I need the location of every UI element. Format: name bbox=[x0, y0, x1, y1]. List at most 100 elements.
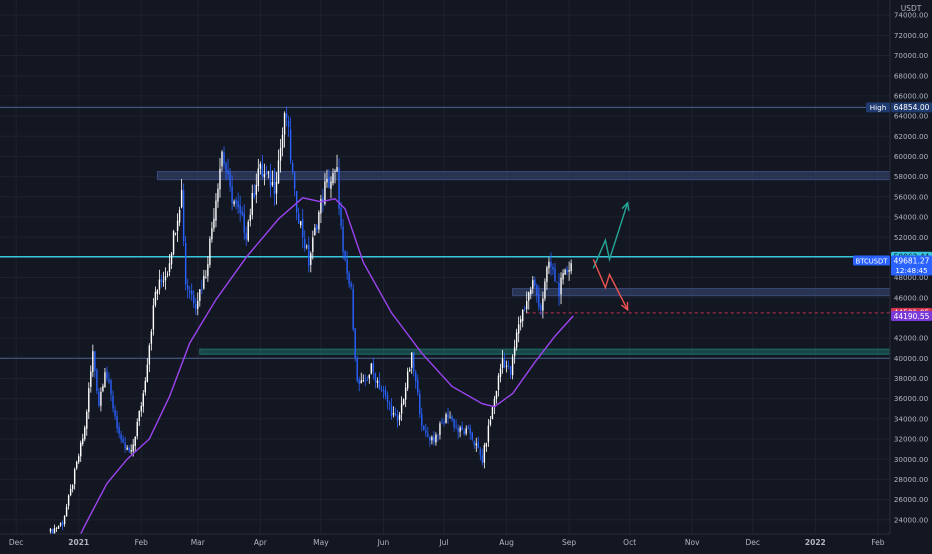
candle[interactable] bbox=[394, 407, 397, 417]
candle[interactable] bbox=[158, 269, 161, 295]
candle[interactable] bbox=[162, 271, 165, 287]
candle[interactable] bbox=[259, 161, 262, 175]
candle[interactable] bbox=[485, 442, 488, 452]
candle[interactable] bbox=[548, 257, 550, 274]
candle[interactable] bbox=[273, 168, 276, 206]
candle[interactable] bbox=[437, 434, 439, 442]
candle[interactable] bbox=[322, 188, 324, 212]
candle[interactable] bbox=[562, 269, 564, 285]
candle[interactable] bbox=[279, 139, 282, 173]
candle[interactable] bbox=[150, 328, 153, 351]
candle[interactable] bbox=[461, 421, 463, 431]
candle[interactable] bbox=[289, 117, 292, 165]
candle[interactable] bbox=[102, 383, 104, 393]
candle[interactable] bbox=[96, 368, 98, 395]
candle[interactable] bbox=[219, 158, 221, 198]
candle[interactable] bbox=[346, 251, 348, 281]
candle[interactable] bbox=[447, 407, 449, 424]
candle[interactable] bbox=[477, 436, 480, 449]
candle[interactable] bbox=[390, 398, 393, 420]
candle[interactable] bbox=[118, 422, 120, 438]
candle[interactable] bbox=[499, 363, 502, 383]
candle[interactable] bbox=[88, 382, 90, 420]
ma-44190-label[interactable]: 44190.55 bbox=[891, 310, 932, 321]
candle[interactable] bbox=[316, 224, 318, 234]
candle[interactable] bbox=[80, 440, 82, 462]
candle[interactable] bbox=[57, 525, 60, 530]
candle[interactable] bbox=[566, 266, 568, 276]
candle[interactable] bbox=[75, 460, 78, 470]
candle[interactable] bbox=[408, 367, 411, 372]
candle[interactable] bbox=[570, 259, 572, 275]
candle[interactable] bbox=[261, 154, 264, 180]
candle[interactable] bbox=[110, 378, 112, 402]
bullish-projection-arrow[interactable] bbox=[592, 201, 630, 269]
candle[interactable] bbox=[423, 425, 425, 431]
candle[interactable] bbox=[116, 410, 118, 433]
candle[interactable] bbox=[388, 400, 391, 411]
candle[interactable] bbox=[564, 268, 566, 276]
candle[interactable] bbox=[505, 360, 508, 373]
candle[interactable] bbox=[199, 289, 201, 307]
candle[interactable] bbox=[530, 286, 532, 300]
candle[interactable] bbox=[439, 421, 441, 440]
candle[interactable] bbox=[421, 407, 423, 432]
candle[interactable] bbox=[182, 183, 185, 247]
candle[interactable] bbox=[239, 195, 241, 222]
candle[interactable] bbox=[308, 236, 310, 273]
candle[interactable] bbox=[203, 269, 205, 290]
candle[interactable] bbox=[297, 207, 300, 224]
candle[interactable] bbox=[445, 412, 447, 424]
candle[interactable] bbox=[429, 436, 431, 447]
candle[interactable] bbox=[360, 372, 362, 384]
candle[interactable] bbox=[404, 382, 407, 408]
candle[interactable] bbox=[358, 376, 360, 392]
candle[interactable] bbox=[299, 220, 302, 229]
candle[interactable] bbox=[556, 281, 558, 283]
candle[interactable] bbox=[526, 291, 528, 314]
candle[interactable] bbox=[449, 411, 451, 419]
candle[interactable] bbox=[378, 372, 381, 390]
candle[interactable] bbox=[148, 343, 151, 373]
candle[interactable] bbox=[221, 150, 223, 172]
candle[interactable] bbox=[275, 172, 278, 205]
support-zone-46600[interactable] bbox=[512, 288, 891, 297]
candle[interactable] bbox=[338, 158, 340, 216]
candle[interactable] bbox=[86, 409, 88, 436]
candle[interactable] bbox=[281, 127, 284, 157]
candle[interactable] bbox=[122, 435, 124, 444]
candle[interactable] bbox=[328, 168, 330, 189]
candle[interactable] bbox=[497, 373, 500, 397]
candle[interactable] bbox=[402, 398, 405, 406]
candle[interactable] bbox=[166, 271, 169, 278]
candle[interactable] bbox=[380, 385, 383, 392]
candle[interactable] bbox=[546, 265, 548, 290]
candle[interactable] bbox=[120, 430, 122, 444]
candle[interactable] bbox=[124, 436, 126, 453]
candle[interactable] bbox=[415, 369, 417, 389]
candle[interactable] bbox=[106, 366, 108, 382]
candle[interactable] bbox=[215, 193, 217, 228]
candle[interactable] bbox=[225, 161, 227, 181]
candle[interactable] bbox=[160, 274, 163, 288]
candle[interactable] bbox=[417, 374, 419, 396]
candle[interactable] bbox=[471, 431, 473, 442]
candle[interactable] bbox=[231, 175, 233, 211]
candle[interactable] bbox=[176, 213, 179, 242]
candle[interactable] bbox=[227, 158, 229, 180]
candle[interactable] bbox=[211, 221, 213, 243]
candle[interactable] bbox=[217, 183, 219, 208]
bearish-projection-arrow[interactable] bbox=[592, 259, 629, 312]
candle[interactable] bbox=[362, 374, 364, 382]
candle[interactable] bbox=[73, 467, 76, 490]
candle[interactable] bbox=[233, 199, 235, 207]
candle[interactable] bbox=[536, 283, 538, 303]
candle[interactable] bbox=[92, 344, 94, 377]
candle[interactable] bbox=[558, 273, 560, 306]
candle[interactable] bbox=[71, 484, 74, 493]
candle[interactable] bbox=[356, 355, 358, 383]
candlesticks[interactable] bbox=[49, 106, 572, 538]
candle[interactable] bbox=[146, 358, 149, 383]
candle[interactable] bbox=[503, 352, 506, 369]
candle[interactable] bbox=[364, 374, 366, 387]
